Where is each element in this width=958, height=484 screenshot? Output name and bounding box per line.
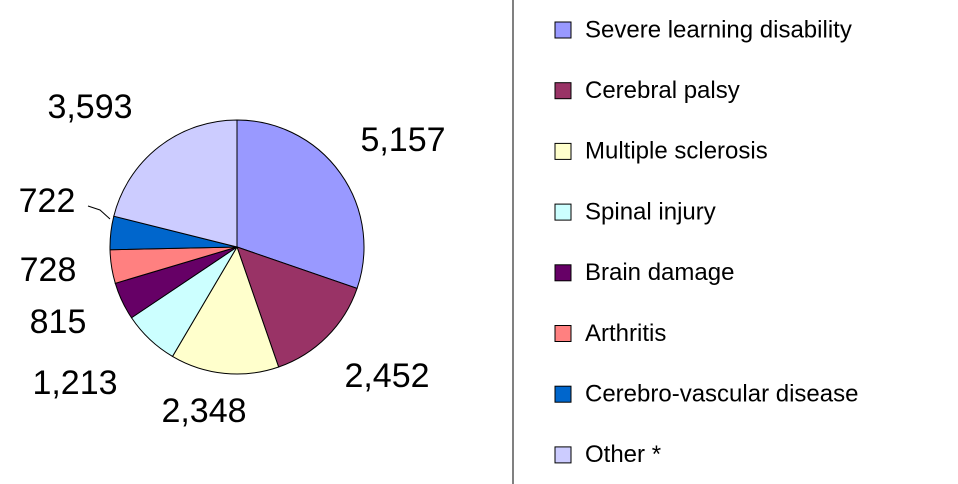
pie-slice [171, 245, 280, 375]
pie-slice [236, 119, 365, 290]
legend-label: Multiple sclerosis [585, 138, 768, 165]
legend-swatch [554, 21, 572, 39]
legend-label: Spinal injury [585, 198, 716, 225]
legend-swatch [554, 385, 572, 403]
pie-slice [113, 119, 238, 248]
data-label: 2,348 [161, 392, 246, 430]
legend-swatch [554, 325, 572, 342]
data-label: 3,593 [47, 88, 132, 126]
legend-label: Brain damage [585, 259, 734, 286]
pie-slice [236, 246, 358, 368]
legend-label: Cerebral palsy [585, 77, 740, 104]
legend-swatch [554, 142, 572, 160]
data-label: 2,452 [344, 357, 429, 395]
data-label: 722 [19, 182, 76, 220]
legend-swatch [554, 82, 572, 100]
legend-swatch [554, 203, 572, 221]
legend-label: Severe learning disability [585, 16, 852, 43]
data-label: 728 [20, 251, 77, 289]
legend-swatch [554, 446, 572, 464]
leader-line [87, 205, 111, 220]
legend-label: Other * [585, 441, 661, 468]
legend-label: Arthritis [585, 320, 666, 347]
data-label: 815 [30, 303, 87, 341]
legend-swatch [554, 264, 572, 282]
data-label: 5,157 [360, 121, 445, 159]
legend-label: Cerebro-vascular disease [585, 381, 858, 408]
data-label: 1,213 [32, 364, 117, 402]
